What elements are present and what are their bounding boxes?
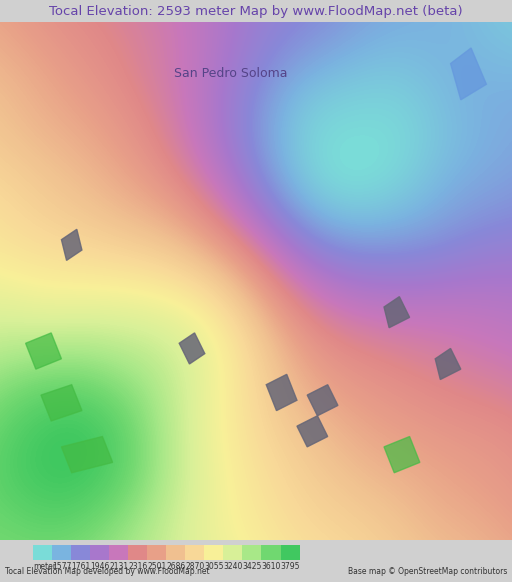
Bar (281, 545, 300, 560)
Bar (204, 545, 223, 560)
Polygon shape (451, 48, 486, 100)
Text: 1946: 1946 (90, 562, 110, 571)
Bar (110, 545, 129, 560)
Bar (129, 545, 147, 560)
Bar (71, 545, 90, 560)
Text: 3425: 3425 (243, 562, 262, 571)
Bar (166, 545, 185, 560)
Text: meter: meter (33, 562, 56, 571)
Bar (185, 545, 204, 560)
Text: Tocal Elevation Map developed by www.FloodMap.net: Tocal Elevation Map developed by www.Flo… (5, 567, 210, 576)
Text: Tocal Elevation: 2593 meter Map by www.FloodMap.net (beta): Tocal Elevation: 2593 meter Map by www.F… (49, 5, 463, 17)
Polygon shape (384, 436, 420, 473)
Bar (52, 545, 71, 560)
Text: 2501: 2501 (147, 562, 166, 571)
Text: 2316: 2316 (129, 562, 147, 571)
Bar (90, 545, 110, 560)
Text: 3055: 3055 (204, 562, 224, 571)
Polygon shape (297, 416, 328, 447)
Text: 3795: 3795 (281, 562, 300, 571)
Polygon shape (435, 349, 461, 379)
Bar (147, 545, 166, 560)
Polygon shape (179, 333, 205, 364)
Text: 3240: 3240 (223, 562, 243, 571)
Polygon shape (384, 297, 410, 328)
Bar (33, 545, 52, 560)
Polygon shape (26, 333, 61, 369)
Text: 2870: 2870 (185, 562, 205, 571)
Text: San Pedro Soloma: San Pedro Soloma (174, 68, 287, 80)
Polygon shape (41, 385, 82, 421)
Polygon shape (307, 385, 338, 416)
Text: 2686: 2686 (166, 562, 186, 571)
Text: 3610: 3610 (262, 562, 281, 571)
Bar (223, 545, 243, 560)
Text: 2131: 2131 (110, 562, 129, 571)
Text: 1761: 1761 (71, 562, 91, 571)
Polygon shape (61, 229, 82, 260)
Polygon shape (266, 374, 297, 411)
Polygon shape (61, 436, 113, 473)
Text: 1577: 1577 (52, 562, 72, 571)
Text: Base map © OpenStreetMap contributors: Base map © OpenStreetMap contributors (348, 567, 507, 576)
Bar (262, 545, 281, 560)
Bar (243, 545, 262, 560)
